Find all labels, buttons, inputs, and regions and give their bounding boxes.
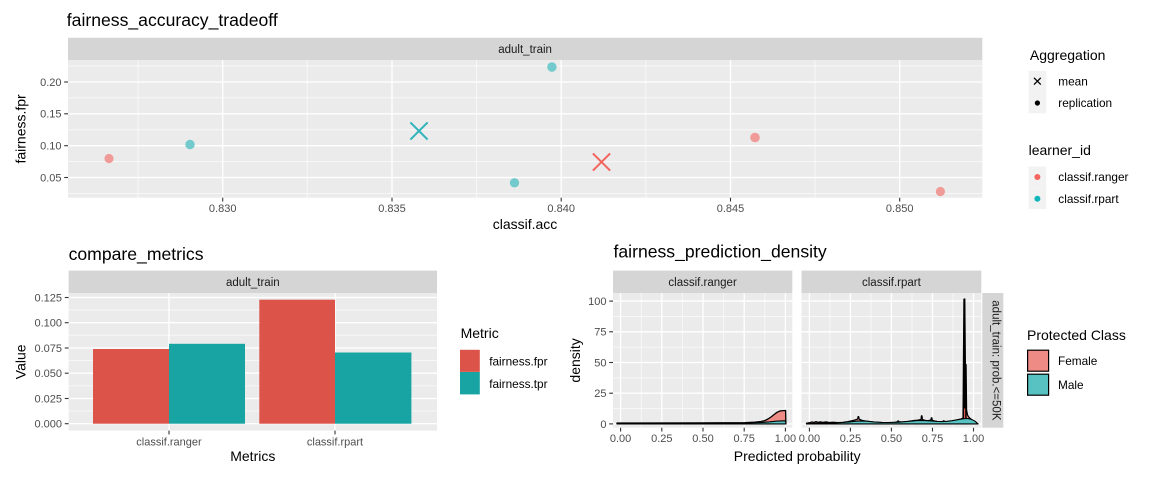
svg-text:classif.rpart: classif.rpart bbox=[1058, 192, 1119, 206]
svg-text:0.00: 0.00 bbox=[799, 433, 820, 445]
svg-text:0.850: 0.850 bbox=[886, 203, 914, 215]
svg-text:1.00: 1.00 bbox=[963, 433, 984, 445]
svg-text:classif.rpart: classif.rpart bbox=[862, 277, 922, 289]
svg-text:fairness_accuracy_tradeoff: fairness_accuracy_tradeoff bbox=[67, 10, 278, 31]
svg-text:0.05: 0.05 bbox=[40, 172, 61, 184]
svg-text:0.025: 0.025 bbox=[34, 393, 62, 405]
svg-text:Predicted probability: Predicted probability bbox=[734, 448, 861, 464]
svg-text:0.840: 0.840 bbox=[547, 203, 575, 215]
svg-text:0.000: 0.000 bbox=[34, 419, 62, 431]
svg-text:0.20: 0.20 bbox=[40, 77, 61, 89]
svg-text:classif.acc: classif.acc bbox=[493, 216, 558, 232]
svg-text:classif.rpart: classif.rpart bbox=[307, 436, 363, 448]
svg-text:Aggregation: Aggregation bbox=[1030, 47, 1106, 63]
svg-text:classif.ranger: classif.ranger bbox=[668, 277, 737, 289]
svg-text:0.10: 0.10 bbox=[40, 141, 61, 153]
svg-text:0.00: 0.00 bbox=[610, 433, 631, 445]
svg-text:25: 25 bbox=[594, 388, 606, 400]
svg-text:50: 50 bbox=[594, 357, 606, 369]
svg-text:compare_metrics: compare_metrics bbox=[69, 244, 204, 265]
svg-text:Metrics: Metrics bbox=[230, 448, 275, 464]
svg-text:Metric: Metric bbox=[461, 325, 499, 341]
svg-text:learner_id: learner_id bbox=[1029, 142, 1091, 158]
svg-text:0: 0 bbox=[600, 419, 606, 431]
svg-text:0.75: 0.75 bbox=[733, 433, 754, 445]
svg-text:Value: Value bbox=[13, 344, 29, 379]
svg-text:fairness.tpr: fairness.tpr bbox=[489, 377, 547, 391]
svg-text:adult_train: adult_train bbox=[498, 44, 552, 56]
svg-text:mean: mean bbox=[1058, 74, 1088, 88]
svg-text:1.00: 1.00 bbox=[775, 433, 796, 445]
svg-text:adult_train: adult_train bbox=[226, 277, 280, 289]
svg-text:Male: Male bbox=[1058, 378, 1084, 392]
svg-text:75: 75 bbox=[594, 327, 606, 339]
svg-text:classif.ranger: classif.ranger bbox=[136, 436, 202, 448]
svg-text:0.075: 0.075 bbox=[34, 343, 62, 355]
svg-text:Protected Class: Protected Class bbox=[1027, 327, 1126, 343]
svg-text:0.15: 0.15 bbox=[40, 109, 61, 121]
svg-text:adult_train: prob.<=50K: adult_train: prob.<=50K bbox=[990, 300, 1002, 421]
svg-text:0.75: 0.75 bbox=[922, 433, 943, 445]
svg-text:fairness.fpr: fairness.fpr bbox=[13, 94, 29, 164]
svg-text:0.25: 0.25 bbox=[651, 433, 672, 445]
svg-text:0.050: 0.050 bbox=[34, 368, 62, 380]
svg-text:0.25: 0.25 bbox=[840, 433, 861, 445]
svg-text:100: 100 bbox=[588, 296, 606, 308]
svg-text:Female: Female bbox=[1058, 354, 1098, 368]
svg-text:fairness.fpr: fairness.fpr bbox=[489, 355, 547, 369]
svg-text:0.125: 0.125 bbox=[34, 292, 62, 304]
svg-text:0.830: 0.830 bbox=[209, 203, 237, 215]
svg-text:0.100: 0.100 bbox=[34, 318, 62, 330]
svg-text:classif.ranger: classif.ranger bbox=[1058, 170, 1128, 184]
svg-text:0.845: 0.845 bbox=[717, 203, 745, 215]
svg-text:fairness_prediction_density: fairness_prediction_density bbox=[614, 242, 827, 263]
svg-text:0.50: 0.50 bbox=[692, 433, 713, 445]
svg-text:replication: replication bbox=[1058, 96, 1112, 110]
svg-text:0.50: 0.50 bbox=[881, 433, 902, 445]
svg-text:density: density bbox=[567, 338, 583, 382]
svg-text:0.835: 0.835 bbox=[378, 203, 406, 215]
